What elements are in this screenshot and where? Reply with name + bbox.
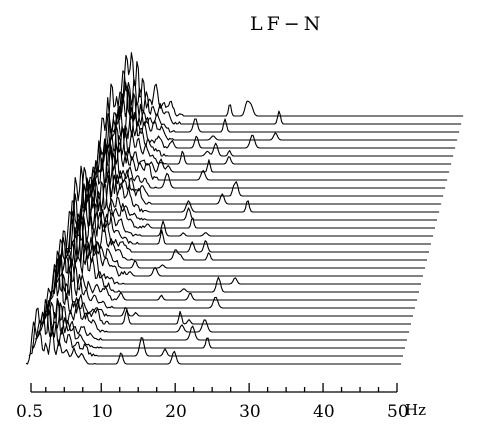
x-axis-unit-label: Hz (405, 401, 426, 419)
spectrum-trace (49, 236, 417, 301)
spectrum-trace (89, 152, 444, 197)
spectrum-trace (115, 70, 462, 125)
spectrum-trace (85, 140, 442, 205)
spectrum-trace (77, 167, 435, 229)
x-tick-label: 0.5 (16, 402, 43, 422)
x-axis-ticks: 0.5 10 20 30 40 50 (16, 383, 409, 422)
spectrum-trace (31, 298, 405, 349)
spectrum-trace (82, 144, 440, 213)
spectrum-trace (107, 105, 456, 149)
spectrum-trace (109, 87, 458, 141)
spectrum-trace (34, 300, 407, 341)
spectrum-trace (119, 52, 464, 117)
spectrum-trace (46, 254, 415, 309)
spectrum-trace (97, 125, 450, 173)
spectrum-trace (55, 218, 421, 285)
spectrum-trace (64, 200, 427, 261)
spectrum-traces (25, 52, 464, 365)
x-tick-label: 30 (239, 402, 261, 422)
spectrum-trace (67, 165, 429, 253)
x-axis: 0.5 10 20 30 40 50 (16, 383, 409, 422)
spectrum-trace (74, 177, 433, 237)
spectrum-trace (37, 297, 409, 333)
spectrum-trace (91, 138, 446, 189)
spectrum-trace (94, 96, 448, 181)
spectrum-trace (103, 83, 454, 157)
x-tick-label: 10 (91, 402, 113, 422)
spectrum-trace (25, 321, 401, 365)
spectrum-trace (71, 183, 431, 245)
spectrum-trace (61, 193, 425, 269)
spectrum-trace (40, 257, 411, 325)
spectrum-trace (43, 258, 413, 317)
spectrum-trace (28, 307, 403, 357)
spectrum-trace (79, 168, 437, 221)
spectrum-trace (52, 222, 419, 293)
spectrum-trace (112, 81, 460, 133)
spectrum-trace (59, 210, 423, 277)
x-tick-label: 40 (313, 402, 335, 422)
x-tick-label: 20 (165, 402, 187, 422)
spectrum-trace (100, 113, 452, 165)
x-tick-label: 50 (387, 402, 409, 422)
chart-title: LF−N (250, 13, 324, 35)
